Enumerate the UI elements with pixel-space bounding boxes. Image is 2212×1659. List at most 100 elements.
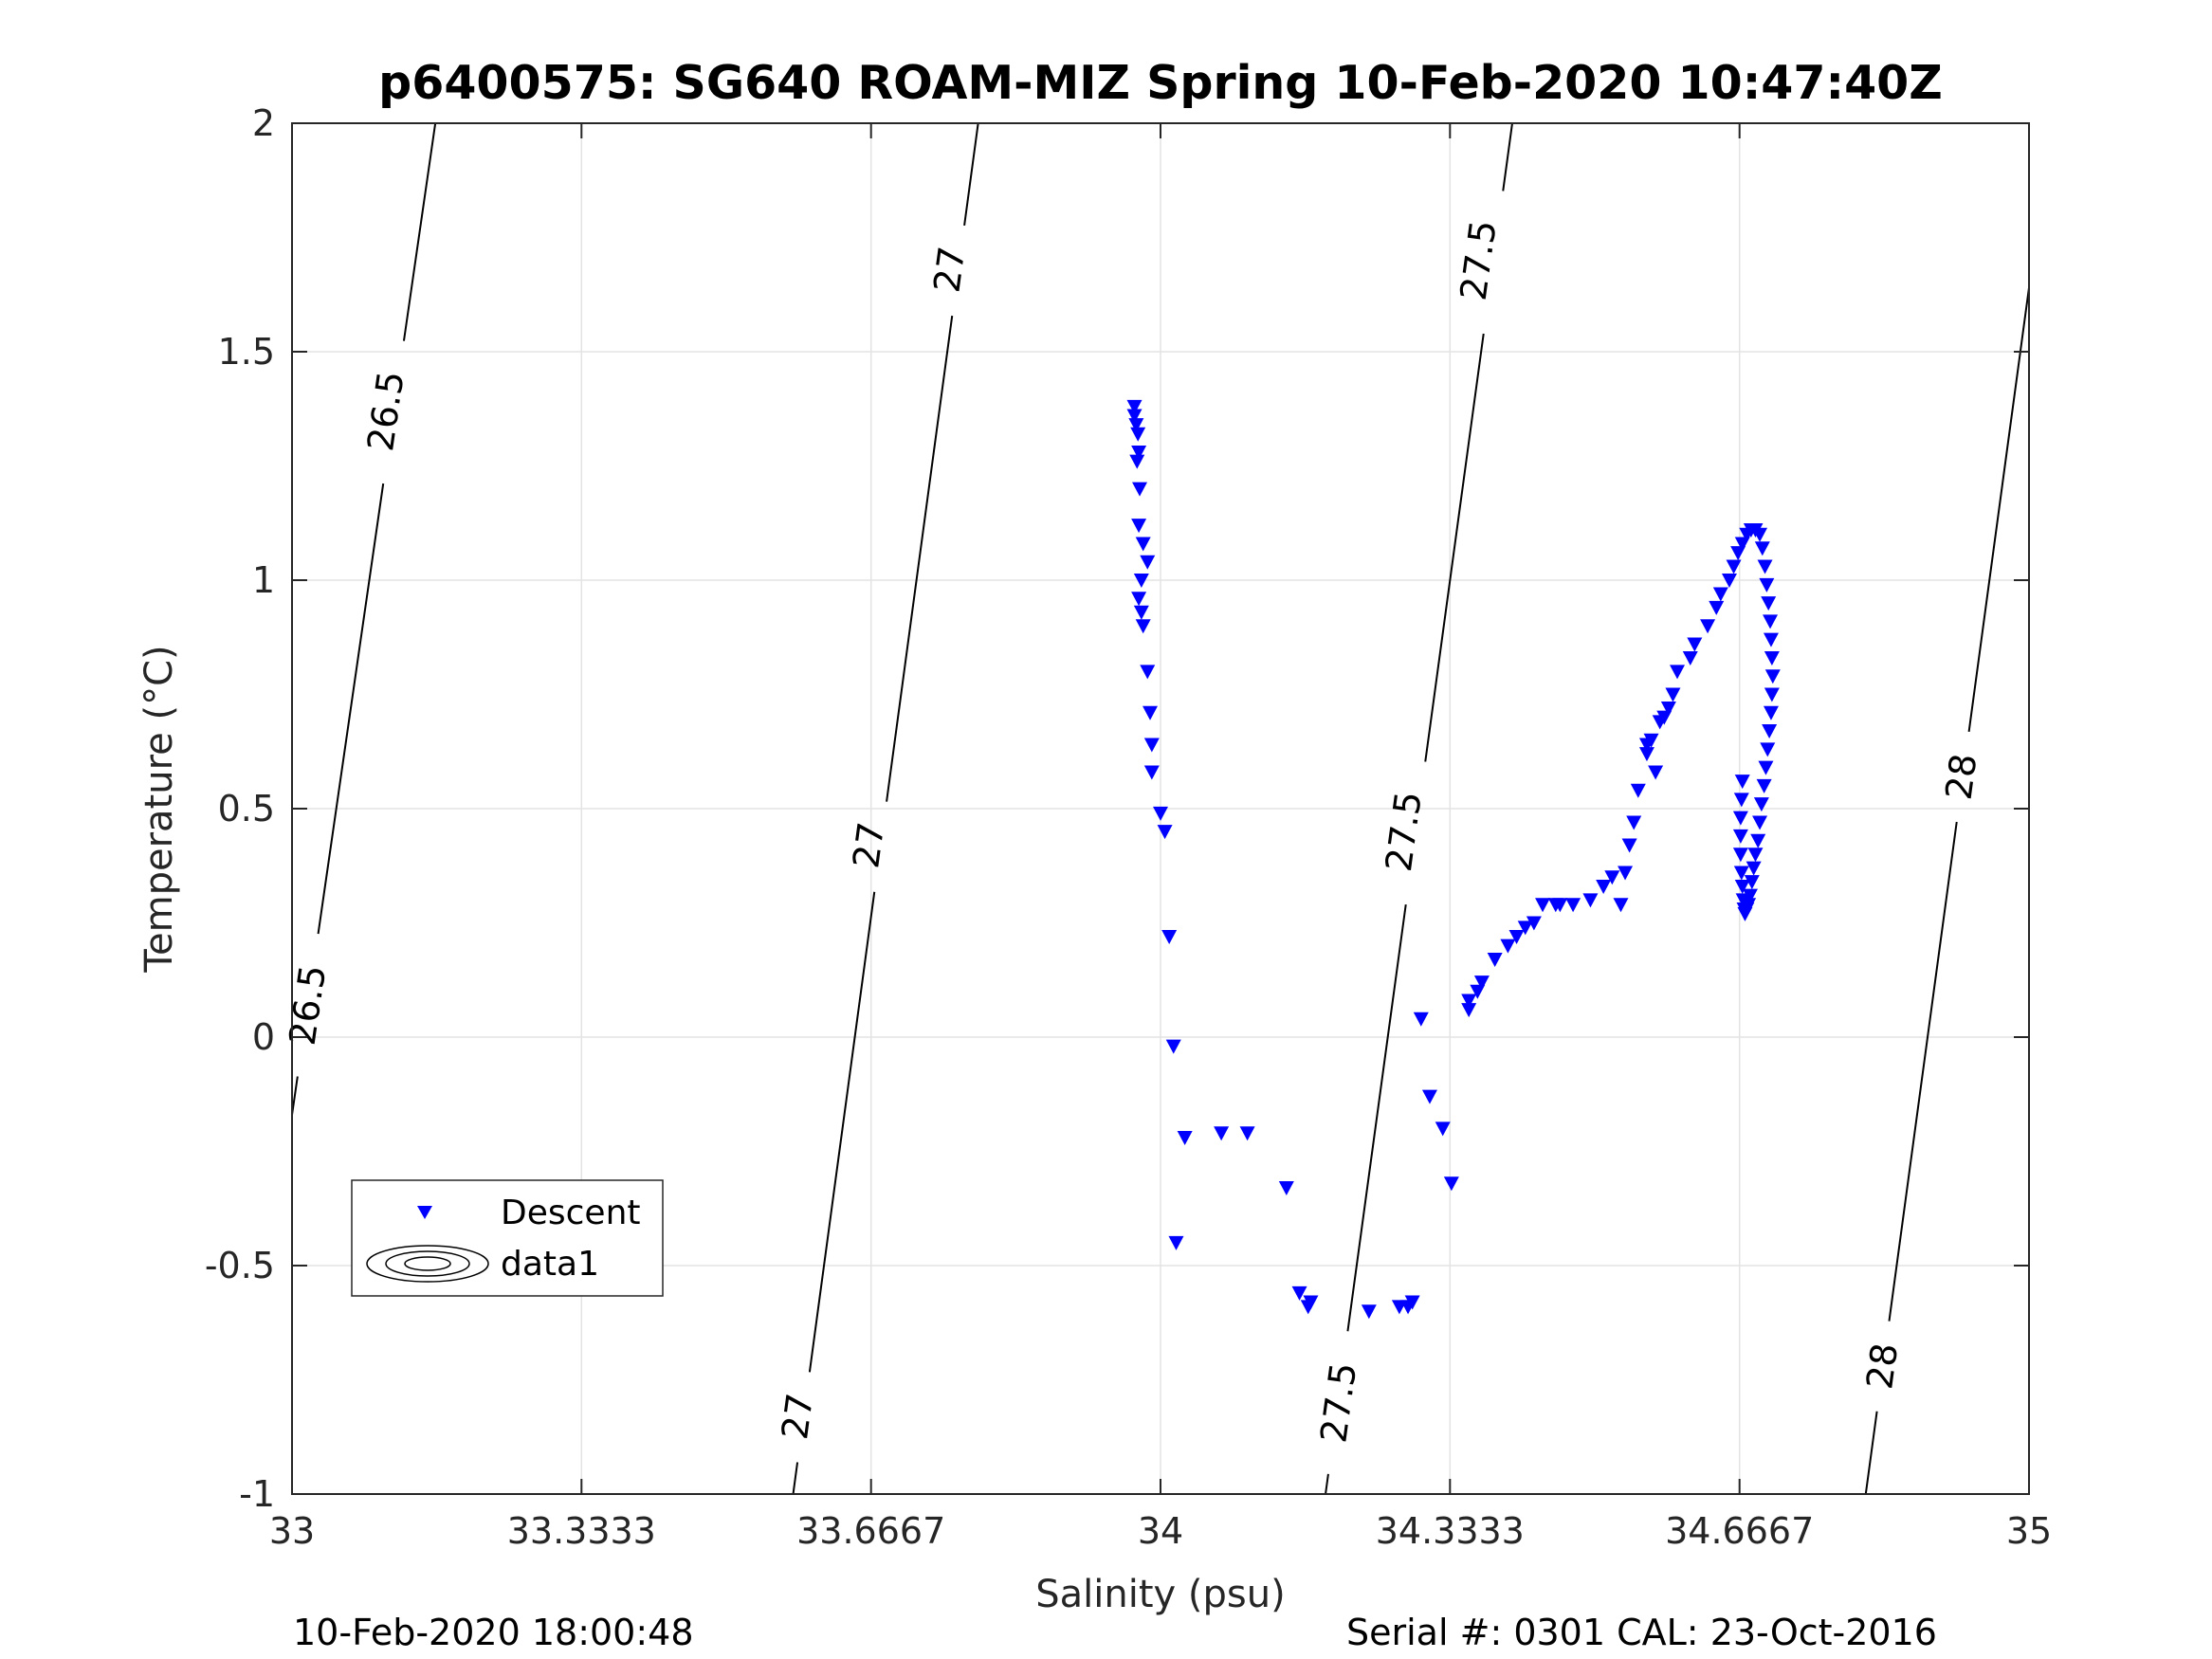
descent-point	[1687, 637, 1703, 652]
descent-point	[1648, 765, 1664, 780]
descent-point	[1500, 939, 1516, 954]
descent-point	[1762, 724, 1778, 739]
contour-line-27	[886, 315, 954, 802]
axis-ticks: 33 33.3333 33.6667 34 34.3333 34.6667 35 -1 -0.5…	[205, 102, 2052, 1552]
descent-point	[1761, 596, 1777, 611]
descent-point	[1135, 537, 1151, 552]
descent-point	[1143, 765, 1160, 780]
descent-point	[1140, 665, 1156, 680]
descent-point	[1732, 848, 1748, 863]
descent-point	[1734, 775, 1750, 790]
descent-point	[1764, 669, 1781, 684]
contour-label: 28	[1858, 1340, 1906, 1392]
descent-point	[1758, 760, 1774, 775]
descent-point	[1278, 1181, 1294, 1196]
chart-title: p6400575: SG640 ROAM-MIZ Spring 10-Feb-2…	[378, 56, 1943, 110]
descent-point	[1682, 650, 1698, 665]
descent-point	[1735, 893, 1751, 908]
descent-point	[1726, 559, 1742, 574]
descent-point	[1760, 742, 1776, 757]
descent-point	[1643, 733, 1659, 748]
legend-icon-contour	[366, 1245, 489, 1283]
contour-line-28	[1864, 1411, 1878, 1495]
x-tick-label: 33.3333	[507, 1510, 656, 1552]
legend: Descent data1	[351, 1179, 664, 1297]
descent-point	[1132, 482, 1148, 497]
descent-point	[1733, 866, 1749, 881]
y-tick-label: 0	[252, 1016, 275, 1058]
descent-point	[1630, 783, 1646, 798]
descent-point	[1153, 806, 1168, 821]
x-tick-label: 34.6667	[1665, 1510, 1814, 1552]
descent-point	[1443, 1176, 1459, 1192]
descent-point	[1461, 1003, 1477, 1018]
contour-label: 27	[845, 820, 892, 871]
descent-point	[1517, 921, 1533, 936]
descent-point	[1700, 619, 1716, 634]
descent-point	[1638, 747, 1654, 762]
contour-line-27	[963, 122, 979, 227]
descent-point	[1752, 527, 1768, 542]
contour-line-27.5	[1346, 903, 1407, 1332]
contour-line-27	[808, 891, 876, 1373]
descent-point	[1604, 870, 1620, 885]
y-tick-label: 0.5	[218, 788, 275, 830]
legend-label-data1: data1	[501, 1245, 599, 1284]
descent-point	[1763, 614, 1779, 629]
x-tick-label: 33	[269, 1510, 315, 1552]
descent-point	[1131, 446, 1147, 461]
contour-line-28	[1967, 287, 2030, 733]
descent-point	[1754, 541, 1770, 556]
descent-point	[1742, 888, 1758, 903]
y-tick-label: 2	[252, 102, 275, 144]
descent-point	[1712, 587, 1728, 602]
descent-points	[1126, 399, 1781, 1320]
descent-point	[1621, 838, 1637, 853]
descent-point	[1565, 898, 1581, 913]
descent-point	[1508, 929, 1525, 944]
y-tick-label: 1	[252, 559, 275, 601]
contour-label: 28	[1938, 751, 1985, 802]
descent-point	[1733, 793, 1749, 808]
descent-point	[1626, 815, 1642, 830]
descent-point	[1361, 1304, 1377, 1320]
legend-box	[351, 1179, 664, 1297]
descent-point	[1165, 1039, 1181, 1054]
descent-point	[1750, 833, 1766, 848]
contour-label: 27	[925, 244, 973, 295]
contour-line-27.5	[1502, 122, 1513, 191]
contour-line-26.5	[317, 483, 385, 935]
descent-point	[1131, 592, 1147, 607]
descent-point	[1473, 975, 1490, 991]
descent-point	[1670, 665, 1686, 680]
y-axis-label: Temperature (°C)	[137, 645, 181, 973]
descent-point	[1140, 555, 1156, 570]
descent-point	[1129, 454, 1145, 469]
x-tick-label: 33.6667	[796, 1510, 945, 1552]
descent-point	[1764, 650, 1780, 665]
descent-point	[1613, 898, 1629, 913]
descent-point	[1763, 632, 1779, 647]
descent-point	[1535, 898, 1551, 913]
descent-point	[1747, 848, 1764, 863]
legend-label-descent: Descent	[501, 1194, 641, 1232]
descent-point	[1168, 1235, 1184, 1250]
descent-point	[1303, 1295, 1319, 1310]
descent-point	[1596, 879, 1612, 894]
descent-point	[1757, 559, 1773, 574]
contour-line-27.5	[1424, 333, 1485, 762]
contour-line-26.5	[402, 122, 437, 341]
descent-point	[1143, 705, 1159, 720]
descent-point	[1130, 427, 1146, 442]
y-tick-label: 1.5	[218, 331, 275, 373]
descent-point	[1126, 409, 1143, 424]
descent-point	[1752, 815, 1768, 830]
contour-line-27	[792, 1462, 799, 1495]
descent-point	[1131, 519, 1147, 534]
descent-point	[1736, 902, 1752, 918]
y-tick-label: -1	[239, 1473, 275, 1515]
descent-point	[1660, 701, 1676, 716]
descent-point	[1732, 811, 1748, 826]
descent-point	[1461, 994, 1477, 1009]
descent-point	[1135, 619, 1151, 634]
